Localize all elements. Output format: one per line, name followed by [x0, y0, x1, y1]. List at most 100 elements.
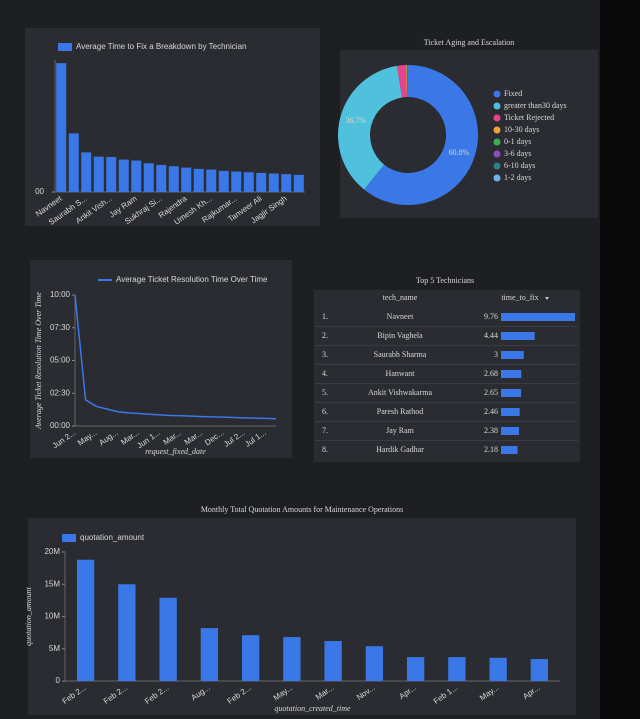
bar: [324, 641, 342, 681]
panel: [25, 28, 320, 226]
bar: [530, 659, 549, 681]
y-axis-title: Average Ticket Resolution Time Over Time: [34, 292, 43, 430]
y-tick-label: 05:00: [50, 356, 71, 365]
bar: [365, 646, 384, 681]
bar: [93, 156, 104, 192]
bar: [256, 172, 267, 192]
legend-label: 0-1 days: [504, 137, 531, 146]
legend-label: greater than30 days: [504, 101, 567, 110]
cell: 2.38: [484, 426, 498, 435]
bar: [406, 657, 425, 681]
bar: [231, 171, 242, 192]
panel: [30, 260, 292, 458]
bar: [241, 635, 260, 681]
data-label: 60.8%: [449, 148, 470, 157]
row-number: 4.: [322, 369, 328, 378]
cell: Jay Ram: [386, 426, 415, 435]
bar: [206, 169, 217, 192]
row-number: 2.: [322, 331, 328, 340]
y-tick-label: 20M: [44, 547, 60, 556]
legend-label: Ticket Rejected: [504, 113, 554, 122]
cell: 9.76: [484, 312, 498, 321]
column-header: time_to_fix: [501, 293, 538, 302]
cell: Paresh Rathod: [377, 407, 423, 416]
legend-label: 3-6 days: [504, 149, 531, 158]
x-axis-title: request_fixed_date: [145, 447, 206, 456]
legend-label: Average Ticket Resolution Time Over Time: [116, 275, 268, 284]
legend-swatch: [493, 138, 501, 146]
bar: [501, 389, 522, 397]
bar: [193, 168, 204, 192]
y-tick-label: 02:30: [50, 388, 71, 397]
legend-swatch: [493, 90, 501, 98]
cell: Hanwant: [386, 369, 416, 378]
cell: 2.68: [484, 369, 498, 378]
legend-swatch: [62, 534, 76, 542]
bar: [159, 597, 177, 681]
bar: [243, 172, 254, 192]
legend-label: quotation_amount: [80, 533, 145, 542]
bar: [283, 637, 301, 681]
bar: [156, 164, 167, 192]
legend-swatch: [58, 43, 72, 51]
legend-swatch: [493, 114, 501, 122]
legend-swatch: [493, 150, 501, 158]
chart-title: Monthly Total Quotation Amounts for Main…: [201, 505, 403, 514]
cell: Hardik Gadhar: [376, 445, 424, 454]
bar: [118, 584, 136, 681]
data-label: 36.7%: [345, 116, 366, 125]
y-tick-label: 5M: [49, 644, 60, 653]
legend-swatch: [493, 126, 501, 134]
cell: 4.44: [484, 331, 498, 340]
bar: [501, 313, 575, 321]
bar: [501, 408, 520, 416]
cell: Bipin Vaghela: [377, 331, 423, 340]
x-axis-title: quotation_created_time: [274, 704, 351, 713]
row-number: 5.: [322, 388, 328, 397]
slice: [397, 65, 407, 98]
cell: Navneet: [387, 312, 414, 321]
y-axis-title: quotation_amount: [24, 586, 33, 645]
y-tick-label: 0: [56, 676, 61, 685]
legend-label: 1-2 days: [504, 173, 531, 182]
bar: [218, 170, 229, 192]
side-strip: [600, 0, 640, 719]
bar: [81, 152, 92, 192]
row-number: 3.: [322, 350, 328, 359]
slice: [405, 65, 408, 98]
bar: [501, 446, 518, 454]
bar: [448, 657, 466, 681]
cell: 2.65: [484, 388, 498, 397]
cell: 2.46: [484, 407, 498, 416]
y-tick-label: 07:30: [50, 323, 71, 332]
slice: [407, 65, 408, 98]
legend-swatch: [493, 102, 501, 110]
cell: 2.18: [484, 445, 498, 454]
y-tick-label: 00:00: [50, 421, 71, 430]
bar: [501, 332, 535, 340]
bar: [501, 351, 524, 359]
bar: [281, 174, 292, 192]
legend-label: Fixed: [504, 89, 522, 98]
bar: [268, 173, 279, 192]
y-tick-label: 10:00: [50, 290, 71, 299]
cell: Ankit Vishwakarma: [368, 388, 432, 397]
bar: [118, 159, 129, 192]
bar: [168, 166, 179, 192]
bar: [200, 628, 219, 681]
legend-swatch: [493, 162, 501, 170]
slice: [338, 65, 403, 190]
y-tick-label: 10M: [44, 612, 60, 621]
bar: [501, 427, 520, 435]
row-number: 1.: [322, 312, 328, 321]
table-title: Top 5 Technicians: [416, 276, 474, 285]
bar: [293, 174, 304, 192]
bar: [489, 657, 507, 681]
cell: 3: [494, 350, 498, 359]
bar: [106, 157, 117, 192]
legend-label: 10-30 days: [504, 125, 539, 134]
slice: [364, 65, 479, 205]
sort-icon: [545, 297, 549, 300]
